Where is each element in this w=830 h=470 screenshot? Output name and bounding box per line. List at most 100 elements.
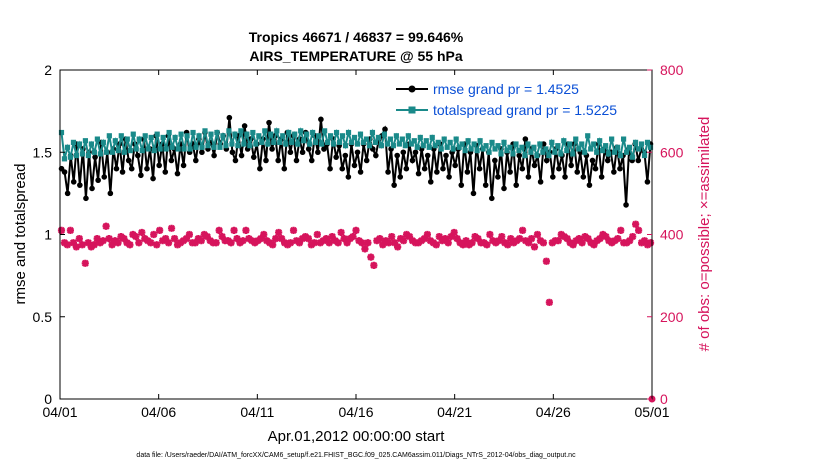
rmse-point — [357, 169, 364, 175]
rmse-point — [519, 165, 526, 172]
rmse-point — [107, 190, 114, 197]
obs-count-point — [185, 230, 194, 239]
totalspread-point — [109, 149, 115, 155]
totalspread-point — [408, 141, 414, 147]
totalspread-point — [67, 154, 74, 160]
obs-count-point — [516, 235, 524, 243]
obs-count-point — [215, 226, 223, 234]
totalspread-point — [549, 139, 555, 145]
totalspread-point — [64, 144, 71, 150]
obs-count-point — [108, 241, 116, 249]
totalspread-point — [489, 139, 495, 145]
totalspread-point — [199, 144, 205, 150]
rmse-point — [382, 126, 388, 133]
obs-count-point — [242, 226, 250, 234]
obs-count-point — [90, 241, 98, 249]
totalspread-point — [453, 136, 459, 142]
totalspread-point — [585, 133, 591, 139]
obs-count-point — [399, 237, 408, 245]
totalspread-point — [626, 144, 633, 150]
x-tick-label: 04/21 — [437, 404, 472, 420]
totalspread-point — [612, 149, 618, 155]
totalspread-point — [435, 139, 441, 145]
obs-count-point — [524, 239, 533, 247]
x-tick-label: 04/11 — [240, 404, 274, 420]
totalspread-point — [301, 138, 307, 144]
y-right-tick-label: 800 — [660, 62, 684, 78]
totalspread-point — [567, 141, 573, 147]
totalspread-point — [378, 143, 385, 149]
obs-count-point — [197, 237, 205, 245]
totalspread-point — [238, 128, 244, 134]
totalspread-point — [226, 128, 232, 134]
rmse-point — [238, 152, 245, 159]
totalspread-point — [510, 151, 516, 157]
obs-count-point — [81, 259, 89, 267]
totalspread-point — [100, 139, 106, 145]
obs-count-point — [69, 239, 77, 247]
totalspread-point — [629, 154, 636, 160]
obs-count-point — [370, 261, 378, 269]
obs-count-point — [376, 235, 384, 243]
rmse-point — [263, 157, 269, 164]
obs-count-point — [468, 239, 476, 247]
obs-count-point — [170, 235, 179, 243]
x-tick-label: 04/06 — [141, 404, 176, 420]
totalspread-point — [112, 138, 118, 144]
totalspread-point — [154, 131, 160, 137]
totalspread-point — [638, 141, 645, 147]
totalspread-point — [160, 134, 166, 141]
obs-count-point — [135, 239, 143, 247]
obs-count-point — [444, 239, 452, 247]
obs-count-point — [542, 257, 550, 265]
obs-count-point — [646, 239, 655, 247]
totalspread-point — [313, 139, 319, 145]
totalspread-point — [277, 139, 283, 145]
totalspread-point — [483, 143, 489, 149]
obs-count-point — [527, 235, 536, 243]
totalspread-point — [576, 146, 582, 152]
totalspread-point — [253, 141, 259, 147]
totalspread-point — [390, 143, 396, 149]
totalspread-point — [142, 133, 148, 139]
totalspread-point — [492, 146, 498, 152]
rmse-point — [586, 182, 593, 188]
totalspread-point — [166, 129, 172, 136]
rmse-point — [250, 154, 257, 160]
rmse-point — [580, 174, 587, 180]
rmse-point — [125, 157, 132, 164]
totalspread-point — [169, 144, 175, 150]
totalspread-point — [85, 152, 92, 159]
totalspread-point — [570, 151, 576, 157]
rmse-point — [604, 157, 611, 164]
totalspread-point — [411, 138, 417, 144]
rmse-point — [415, 170, 422, 177]
rmse-point — [452, 162, 458, 169]
y-axis-label-right: # of obs: o=possible; ×=assimilated — [696, 117, 713, 352]
totalspread-point — [348, 139, 355, 145]
totalspread-point — [319, 141, 325, 147]
obs-count-point — [57, 226, 66, 234]
totalspread-point — [591, 141, 597, 147]
data-file-footer: data file: /Users/raeder/DAI/ATM_forcXX/… — [136, 452, 576, 459]
totalspread-point — [292, 131, 298, 137]
totalspread-point — [456, 144, 462, 150]
totalspread-point — [623, 149, 630, 155]
rmse-point — [412, 149, 419, 156]
totalspread-point — [603, 143, 609, 149]
rmse-point — [342, 152, 349, 159]
rmse-point — [101, 174, 108, 180]
obs-count-point — [495, 237, 503, 245]
totalspread-point — [366, 143, 373, 149]
rmse-point — [327, 165, 333, 172]
rmse-point — [241, 123, 248, 129]
totalspread-point — [465, 138, 471, 144]
rmse-point — [385, 169, 391, 175]
rmse-point — [174, 170, 181, 177]
obs-count-point — [105, 235, 113, 243]
obs-count-point — [504, 241, 512, 249]
rmse-point — [424, 152, 431, 159]
rmse-point — [635, 157, 642, 164]
totalspread-point — [405, 133, 411, 139]
obs-count-point — [260, 230, 268, 239]
